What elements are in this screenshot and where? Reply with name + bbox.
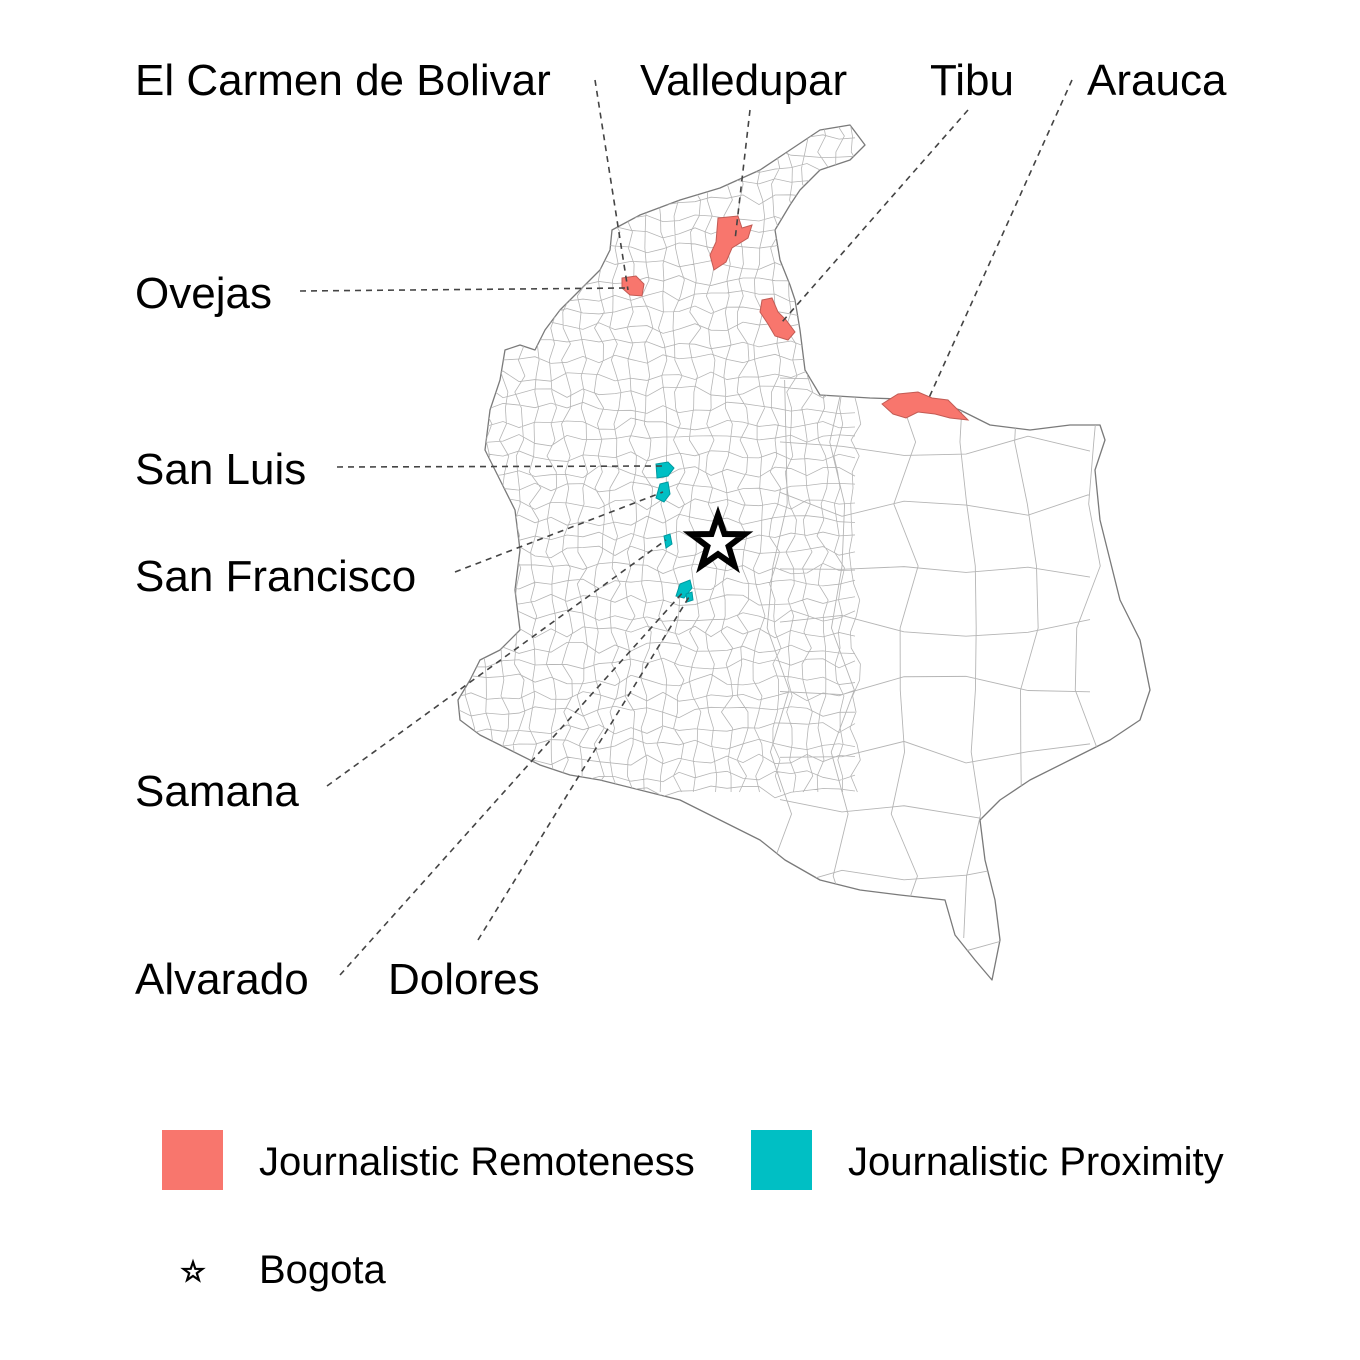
label-tibu: Tibu <box>930 56 1014 105</box>
label-san-luis: San Luis <box>135 445 306 494</box>
municipal-borders <box>458 125 1102 952</box>
region-samana <box>663 533 673 549</box>
label-samana: Samana <box>135 767 299 816</box>
legend-label-proximity: Journalistic Proximity <box>848 1140 1224 1184</box>
legend-label-remoteness: Journalistic Remoteness <box>259 1140 695 1184</box>
label-dolores: Dolores <box>388 955 540 1004</box>
label-san-francisco: San Francisco <box>135 552 416 601</box>
legend-swatch-proximity <box>751 1130 812 1190</box>
legend-star-icon <box>180 1258 206 1283</box>
region-arauca <box>881 391 970 421</box>
label-el-carmen-de-bolivar: El Carmen de Bolivar <box>135 56 551 105</box>
region-tibu <box>759 297 796 341</box>
label-valledupar: Valledupar <box>640 56 847 105</box>
proximity-regions <box>655 461 694 603</box>
country-outline <box>457 124 1151 981</box>
legend-label-bogota: Bogota <box>259 1248 387 1292</box>
leader-lines <box>299 79 1073 976</box>
label-ovejas: Ovejas <box>135 269 272 318</box>
remoteness-regions <box>621 215 970 421</box>
bogota-star-icon <box>682 505 754 574</box>
label-alvarado: Alvarado <box>135 955 309 1004</box>
label-arauca: Arauca <box>1087 56 1227 105</box>
region-valledupar <box>709 215 753 271</box>
legend: Journalistic Remoteness Journalistic Pro… <box>162 1130 1224 1292</box>
region-labels: El Carmen de Bolivar Valledupar Tibu Ara… <box>135 56 1227 1004</box>
border-mesh <box>458 125 862 799</box>
legend-swatch-remoteness <box>162 1130 223 1190</box>
